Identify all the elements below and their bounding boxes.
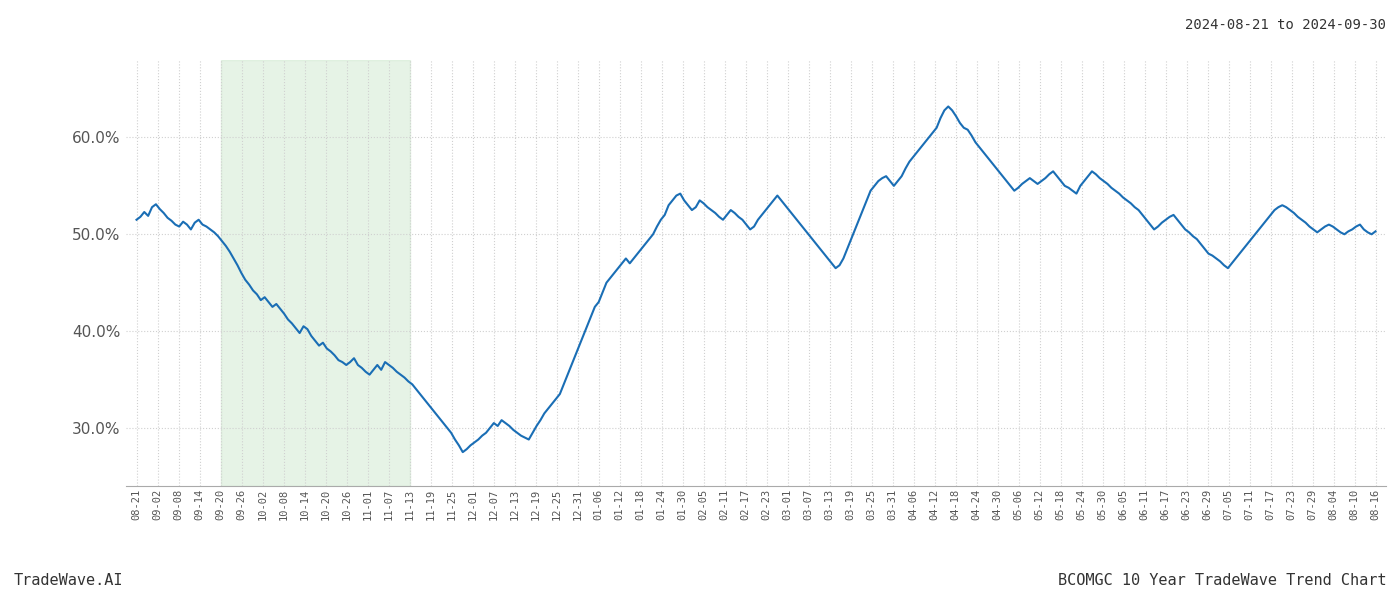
- Text: 2024-08-21 to 2024-09-30: 2024-08-21 to 2024-09-30: [1184, 18, 1386, 32]
- Text: TradeWave.AI: TradeWave.AI: [14, 573, 123, 588]
- Bar: [221, 60, 409, 486]
- Text: BCOMGC 10 Year TradeWave Trend Chart: BCOMGC 10 Year TradeWave Trend Chart: [1057, 573, 1386, 588]
